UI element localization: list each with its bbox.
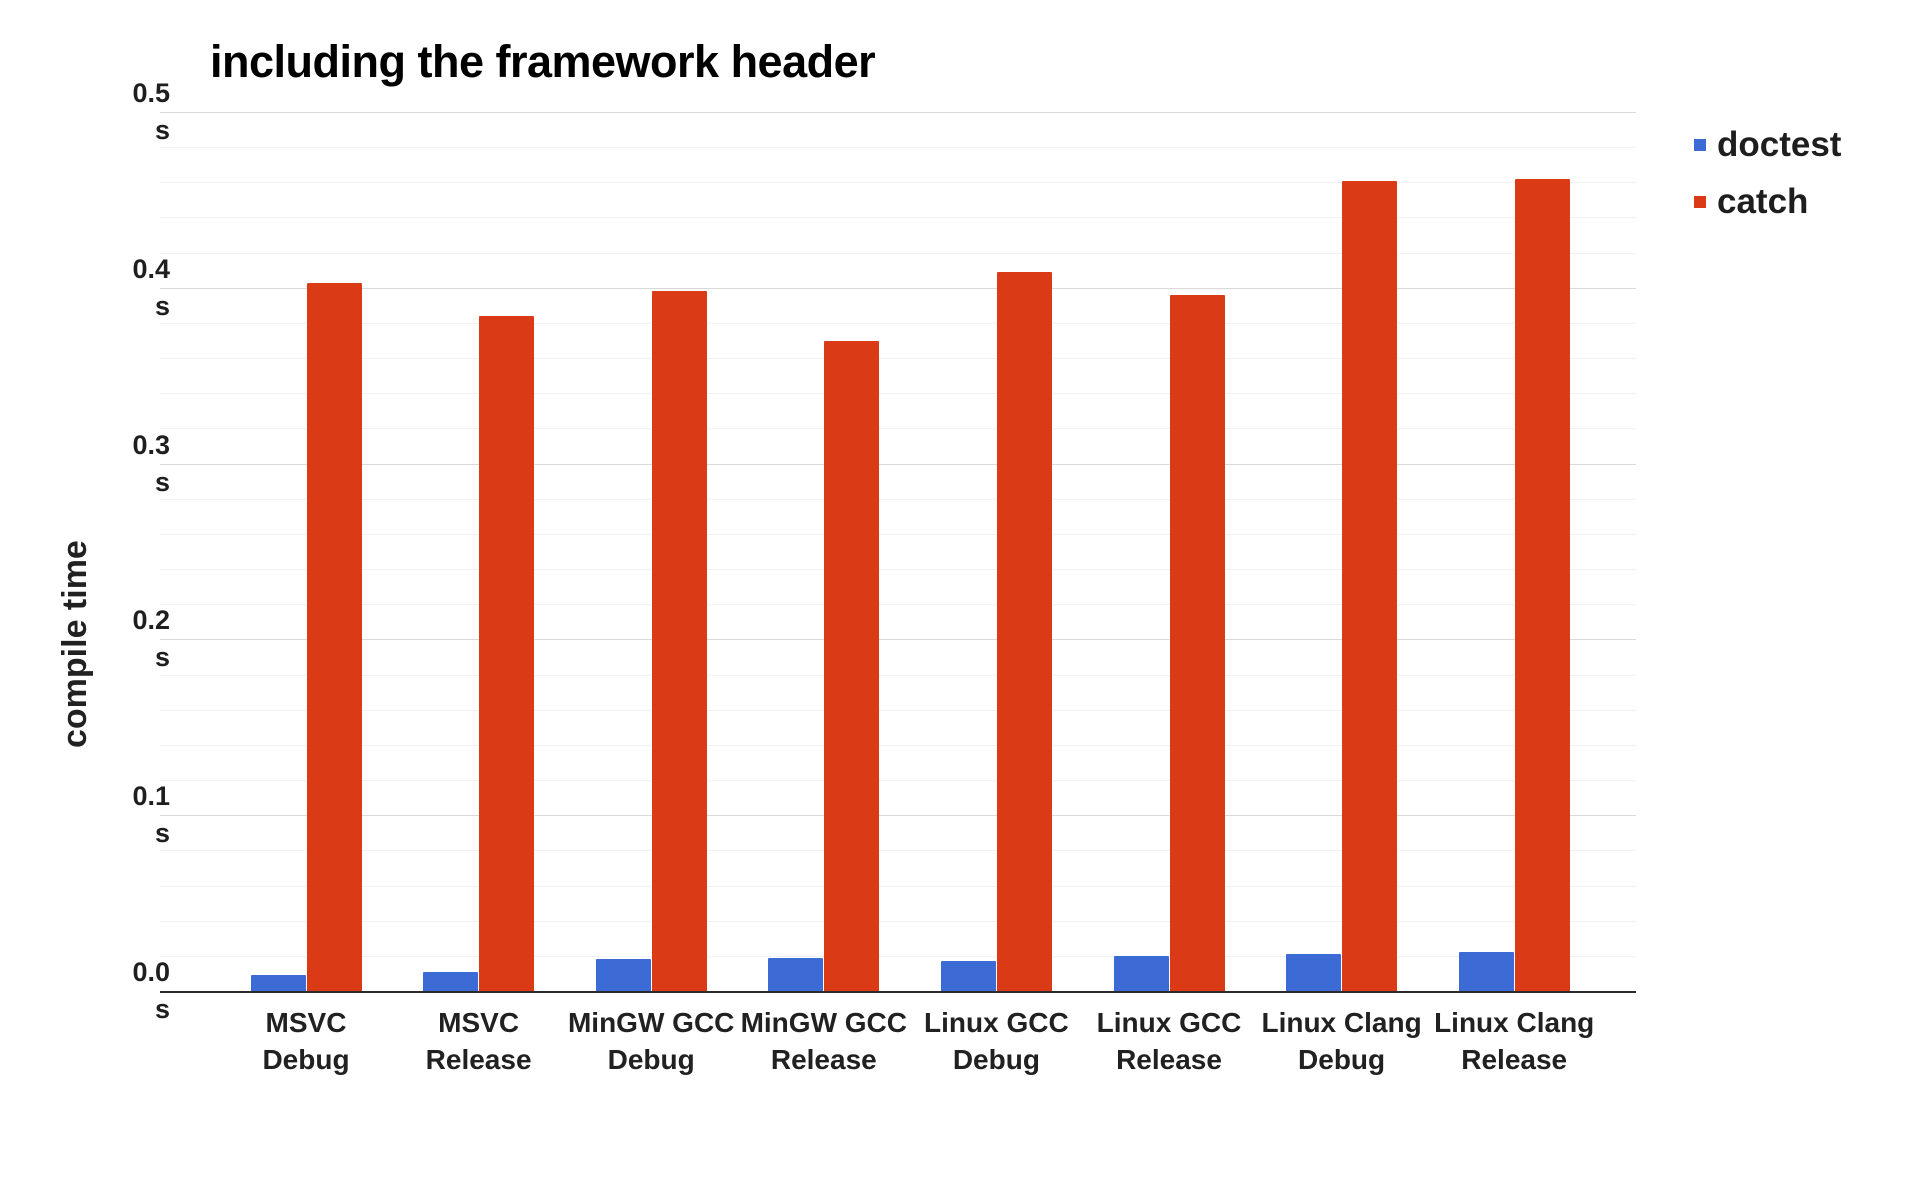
chart-title: including the framework header bbox=[210, 36, 876, 87]
legend: doctest catch bbox=[1694, 116, 1841, 230]
catch-swatch-icon bbox=[1694, 195, 1706, 208]
x-tick-label: Linux GCC Debug bbox=[924, 1007, 1069, 1075]
bar-group bbox=[1458, 179, 1570, 991]
gridline-major bbox=[160, 287, 1636, 289]
x-tick-label: MinGW GCC Release bbox=[740, 1007, 907, 1075]
gridline-major bbox=[160, 463, 1636, 465]
bar-doctest bbox=[595, 959, 651, 991]
bar-group bbox=[1113, 295, 1225, 991]
legend-item-doctest: doctest bbox=[1694, 116, 1841, 173]
gridline-minor bbox=[160, 569, 1636, 571]
y-tick-label: 0.2 s bbox=[132, 605, 170, 673]
gridline-major bbox=[160, 815, 1636, 817]
gridline-minor bbox=[160, 709, 1636, 711]
gridline-minor bbox=[160, 428, 1636, 430]
y-tick-label: 0.1 s bbox=[132, 781, 170, 849]
bar-catch bbox=[651, 291, 707, 991]
bar-catch bbox=[306, 283, 362, 991]
legend-item-catch: catch bbox=[1694, 173, 1841, 230]
y-tick-label: 0.0 s bbox=[132, 957, 170, 1024]
gridline-minor bbox=[160, 920, 1636, 922]
bar-group bbox=[940, 272, 1052, 991]
gridline-minor bbox=[160, 885, 1636, 887]
x-tick-label: Linux Clang Debug bbox=[1261, 1007, 1422, 1075]
bar-catch bbox=[1342, 181, 1398, 991]
y-tick-label: 0.5 s bbox=[132, 78, 170, 145]
bar-catch bbox=[1169, 295, 1225, 991]
gridline-minor bbox=[160, 322, 1636, 324]
gridline-minor bbox=[160, 850, 1636, 852]
gridline-major bbox=[160, 112, 1636, 113]
gridline-minor bbox=[160, 744, 1636, 746]
gridline-minor bbox=[160, 217, 1636, 219]
bar-doctest bbox=[250, 975, 306, 991]
bar-group bbox=[250, 283, 362, 991]
gridline-minor bbox=[160, 780, 1636, 782]
bar-group bbox=[1286, 181, 1398, 991]
bar-doctest bbox=[768, 958, 824, 991]
bar-catch bbox=[996, 272, 1052, 991]
bar-catch bbox=[1514, 179, 1570, 991]
gridline-minor bbox=[160, 955, 1636, 957]
plot-area bbox=[160, 112, 1636, 993]
bar-doctest bbox=[1113, 956, 1169, 991]
bar-doctest bbox=[423, 972, 479, 991]
gridline-minor bbox=[160, 147, 1636, 149]
bar-catch bbox=[824, 341, 880, 991]
y-tick-label: 0.4 s bbox=[132, 253, 170, 321]
x-tick-label: MSVC Debug bbox=[262, 1007, 350, 1075]
bar-catch bbox=[479, 316, 535, 991]
gridline-minor bbox=[160, 393, 1636, 395]
bar-doctest bbox=[1458, 952, 1514, 991]
gridline-minor bbox=[160, 358, 1636, 360]
legend-label: catch bbox=[1717, 181, 1809, 221]
gridline-minor bbox=[160, 252, 1636, 254]
x-tick-label: MinGW GCC Debug bbox=[567, 1007, 735, 1075]
y-tick-label: 0.3 s bbox=[132, 429, 170, 497]
doctest-swatch-icon bbox=[1694, 138, 1706, 151]
gridline-minor bbox=[160, 674, 1636, 676]
legend-label: doctest bbox=[1717, 124, 1842, 164]
gridline-minor bbox=[160, 604, 1636, 606]
bar-group bbox=[768, 341, 880, 991]
bar-doctest bbox=[1286, 954, 1342, 991]
bar-doctest bbox=[940, 961, 996, 991]
bar-group bbox=[595, 291, 707, 991]
gridline-minor bbox=[160, 533, 1636, 535]
x-tick-label: Linux GCC Release bbox=[1096, 1007, 1242, 1075]
x-tick-label: MSVC Release bbox=[425, 1007, 532, 1075]
gridline-minor bbox=[160, 498, 1636, 500]
x-tick-label: Linux Clang Release bbox=[1434, 1007, 1595, 1075]
gridline-minor bbox=[160, 182, 1636, 184]
gridline-major bbox=[160, 639, 1636, 641]
bar-group bbox=[423, 316, 535, 991]
